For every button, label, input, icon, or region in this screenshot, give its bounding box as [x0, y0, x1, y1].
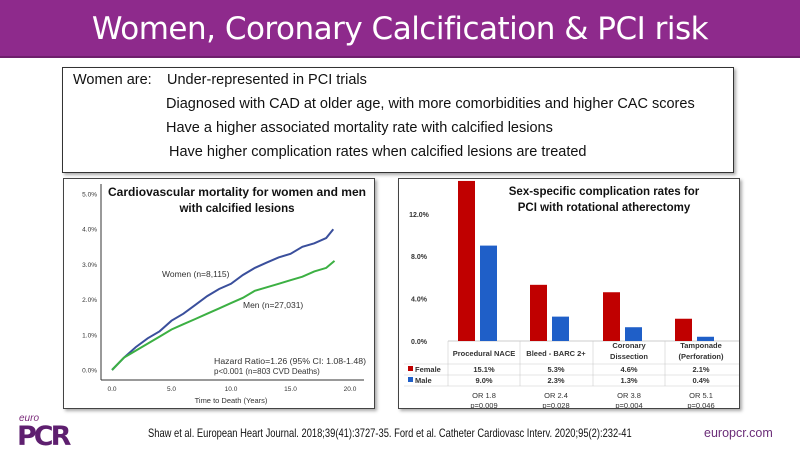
y-tick-label: 12.0% — [409, 212, 430, 219]
complication-bar-chart: 0.0% 4.0% 8.0% 12.0% Procedural NACE 15.1% 9.0… — [404, 180, 739, 410]
key-points-box: Women are: Under-represented in PCI tria… — [62, 67, 734, 173]
x-tick-label: 10.0 — [225, 386, 238, 393]
odds-ratio-label: OR 3.8 — [617, 391, 641, 400]
x-axis-label: Time to Death (Years) — [195, 396, 268, 405]
bar-male — [480, 245, 497, 341]
value-label-male: 1.3% — [620, 376, 637, 385]
complication-chart-box: 0.0% 4.0% 8.0% 12.0% Procedural NACE 15.1% 9.0… — [398, 178, 740, 410]
key-point: Have a higher associated mortality rate … — [166, 120, 553, 136]
y-tick-label: 3.0% — [82, 262, 97, 269]
value-label-female: 2.1% — [692, 365, 709, 374]
value-label-female: 5.3% — [547, 365, 564, 374]
p-value-label: p=0.004 — [615, 401, 642, 408]
p-value-label: p=0.009 — [470, 401, 497, 408]
category-label: Procedural NACE — [453, 349, 516, 358]
chart-title: with calcified lesions — [178, 203, 294, 215]
category-label: Tamponade — [680, 341, 722, 350]
bar-female — [530, 284, 547, 341]
chart-title: Sex-specific complication rates for — [509, 186, 700, 198]
mortality-chart-box: 0.0% 1.0% 2.0% 3.0% 4.0% 5.0% 0.0 5.0 10.0 15.0 20… — [63, 178, 375, 409]
series-line-men — [111, 260, 336, 371]
intro-label: Women are: — [73, 72, 152, 88]
y-tick-label: 4.0% — [82, 227, 97, 234]
y-tick-label: 0.0% — [411, 339, 428, 346]
y-tick-label: 4.0% — [411, 297, 428, 304]
value-label-female: 4.6% — [620, 365, 637, 374]
key-point: Diagnosed with CAD at older age, with mo… — [166, 96, 695, 112]
men-series-label: Men (n=27,031) — [243, 300, 303, 310]
y-tick-label: 8.0% — [411, 254, 428, 261]
x-tick-label: 20.0 — [344, 386, 357, 393]
women-series-label: Women (n=8,115) — [162, 269, 230, 279]
category-label: (Perforation) — [679, 352, 725, 361]
x-tick-label: 15.0 — [284, 386, 297, 393]
mortality-line-chart: 0.0% 1.0% 2.0% 3.0% 4.0% 5.0% 0.0 5.0 10.0 15.0 20… — [82, 184, 366, 405]
website-link[interactable]: europcr.com — [704, 426, 773, 440]
chart-title: PCI with rotational atherectomy — [518, 202, 691, 214]
y-tick-label: 0.0% — [82, 368, 97, 375]
category-label: Bleed - BARC 2+ — [526, 349, 586, 358]
europcr-logo: PCR — [17, 421, 71, 452]
key-point: Have higher complication rates when calc… — [169, 144, 587, 160]
slide-title: Women, Coronary Calcification & PCI risk — [91, 11, 709, 47]
hazard-ratio-annotation: Hazard Ratio=1.26 (95% CI: 1.08-1.48) — [214, 357, 366, 366]
bar-female — [675, 318, 692, 341]
chart-title: Cardiovascular mortality for women and m… — [108, 187, 366, 199]
bar-female — [603, 292, 620, 341]
odds-ratio-label: OR 5.1 — [689, 391, 713, 400]
citation: Shaw et al. European Heart Journal. 2018… — [148, 426, 632, 440]
bar-male — [625, 327, 642, 341]
p-value-label: p=0.046 — [687, 401, 714, 408]
key-point: Under-represented in PCI trials — [167, 72, 367, 88]
odds-ratio-label: OR 1.8 — [472, 391, 496, 400]
value-label-male: 9.0% — [475, 376, 492, 385]
bar-female — [458, 180, 475, 341]
value-label-female: 15.1% — [473, 365, 495, 374]
legend-swatch-female — [408, 366, 413, 371]
slide-header: Women, Coronary Calcification & PCI risk — [0, 0, 800, 58]
legend-label: Female — [415, 365, 441, 374]
legend-swatch-male — [408, 377, 413, 382]
category-label: Coronary — [612, 341, 646, 350]
x-tick-label: 5.0 — [167, 386, 176, 393]
category-label: Dissection — [610, 352, 648, 361]
bar-male — [552, 316, 569, 341]
y-tick-label: 2.0% — [82, 297, 97, 304]
p-value-annotation: p<0.001 (n=803 CVD Deaths) — [214, 367, 320, 376]
y-tick-label: 5.0% — [82, 192, 97, 199]
p-value-label: p=0.028 — [542, 401, 569, 408]
value-label-male: 0.4% — [692, 376, 709, 385]
value-label-male: 2.3% — [547, 376, 564, 385]
legend-label: Male — [415, 376, 432, 385]
y-tick-label: 1.0% — [82, 332, 97, 339]
x-tick-label: 0.0 — [107, 386, 116, 393]
bar-male — [697, 336, 714, 341]
odds-ratio-label: OR 2.4 — [544, 391, 568, 400]
series-line-women — [111, 228, 335, 371]
logo-euro-text: euro — [19, 413, 40, 424]
